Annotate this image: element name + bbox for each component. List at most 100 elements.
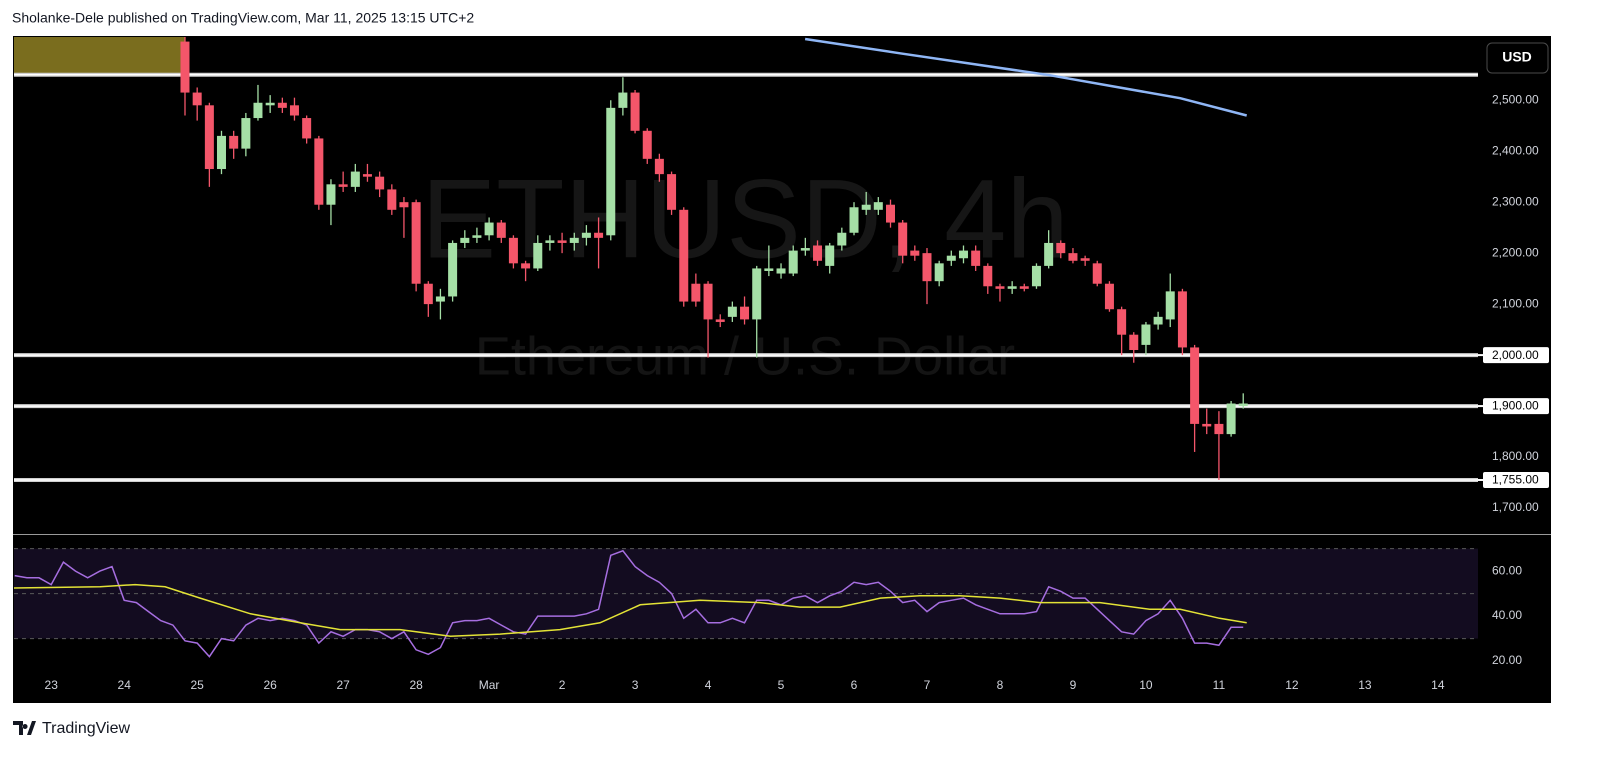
x-tick-label: 5 — [778, 678, 785, 692]
candle-body — [399, 202, 409, 208]
candle-body — [289, 105, 299, 116]
rsi-panel — [14, 548, 1478, 658]
candle-body — [837, 232, 847, 246]
y-tick-label: 20.00 — [1492, 653, 1522, 667]
y-tick-label: 2,300.00 — [1492, 194, 1539, 208]
candle-body — [1056, 242, 1066, 254]
candle-body — [1190, 347, 1200, 424]
candle-body — [435, 296, 445, 302]
zone-box — [14, 37, 185, 75]
rsi-axis: 20.00 40.00 60.00 — [1492, 563, 1522, 667]
candle-body — [703, 283, 713, 320]
candle-body — [764, 268, 774, 271]
x-tick-label: 12 — [1285, 678, 1299, 692]
candle-body — [338, 184, 348, 187]
level-label: 2,000.00 — [1492, 348, 1539, 362]
x-tick-label: 4 — [705, 678, 712, 692]
x-tick-label: 26 — [263, 678, 277, 692]
candle-body — [508, 237, 518, 264]
currency-button[interactable] — [1486, 42, 1549, 74]
candle-body — [1068, 253, 1078, 261]
candle-body — [1007, 286, 1017, 289]
candle-body — [460, 237, 470, 243]
candle-body — [654, 158, 664, 175]
candle-body — [362, 174, 372, 177]
candle-body — [1214, 423, 1224, 435]
candle-body — [314, 138, 324, 205]
candle-body — [715, 319, 725, 322]
candle-body — [484, 222, 494, 236]
candle-body — [521, 263, 531, 269]
candle-body — [886, 204, 896, 223]
x-tick-label: 11 — [1213, 678, 1226, 692]
header-text: Sholanke-Dele published on TradingView.c… — [12, 10, 474, 26]
candle-body — [192, 92, 202, 106]
candle-body — [849, 207, 859, 233]
candle-body — [253, 102, 263, 119]
candle-body — [1117, 309, 1127, 335]
y-tick-label: 2,100.00 — [1492, 296, 1539, 310]
candle-body — [326, 184, 336, 205]
x-tick-label: Mar — [479, 678, 500, 692]
x-tick-label: 28 — [409, 678, 423, 692]
candle-body — [277, 102, 287, 108]
candle-body — [1129, 334, 1139, 350]
candle-body — [1080, 258, 1090, 261]
candle-body — [1226, 403, 1236, 435]
x-tick-label: 3 — [632, 678, 639, 692]
candle-body — [1044, 242, 1054, 266]
candle-body — [1238, 403, 1248, 407]
moving-average — [804, 37, 1248, 117]
candle-body — [229, 135, 239, 149]
level-label-box — [1483, 398, 1549, 415]
y-tick-label: 1,700.00 — [1492, 500, 1539, 514]
x-tick-label: 25 — [191, 678, 205, 692]
candle-body — [788, 250, 798, 274]
candle-body — [581, 232, 591, 238]
candle-body — [387, 189, 397, 210]
candle-body — [533, 242, 543, 269]
candle-body — [825, 245, 835, 266]
candle-body — [569, 237, 579, 243]
candle-body — [448, 242, 458, 297]
x-tick-label: 6 — [851, 678, 858, 692]
level-label-box — [1483, 347, 1549, 364]
candle-body — [350, 171, 360, 187]
candle-body — [813, 245, 823, 261]
candle-body — [800, 248, 810, 251]
candle-body — [740, 306, 750, 320]
candle-body — [1202, 423, 1212, 427]
candle-body — [691, 283, 701, 302]
footer-brand: TradingView — [42, 720, 130, 737]
candle-body — [934, 263, 944, 282]
candle-body — [983, 265, 993, 287]
y-tick-label: 60.00 — [1492, 563, 1522, 577]
candle-body — [630, 92, 640, 131]
x-tick-label: 9 — [1070, 678, 1077, 692]
footer-logo — [13, 721, 36, 735]
x-tick-label: 13 — [1358, 678, 1372, 692]
candle-body — [265, 102, 275, 106]
candle-body — [898, 222, 908, 256]
candle-body — [1153, 316, 1163, 325]
candle-body — [241, 118, 251, 149]
candle-body — [423, 283, 433, 305]
candle-body — [180, 41, 190, 93]
candle-body — [302, 118, 312, 139]
currency-label: USD — [1502, 49, 1532, 65]
candle-body — [946, 255, 956, 261]
x-tick-label: 24 — [118, 678, 132, 692]
y-tick-label: 2,500.00 — [1492, 92, 1539, 106]
candle-body — [873, 202, 883, 210]
price-axis: 1,700.00 1,800.00 1,900.00 2,000.00 2,100.00… — [1478, 92, 1549, 514]
rsi-line — [14, 583, 1247, 638]
candle-body — [910, 250, 920, 256]
candle-body — [472, 235, 482, 238]
x-tick-label: 10 — [1139, 678, 1153, 692]
candle-body — [776, 268, 786, 274]
candle-body — [861, 204, 871, 210]
x-tick-label: 7 — [924, 678, 931, 692]
candle-body — [971, 250, 981, 266]
candle-body — [545, 240, 555, 243]
watermark-title: ETHUSD, 4h — [421, 157, 1068, 282]
